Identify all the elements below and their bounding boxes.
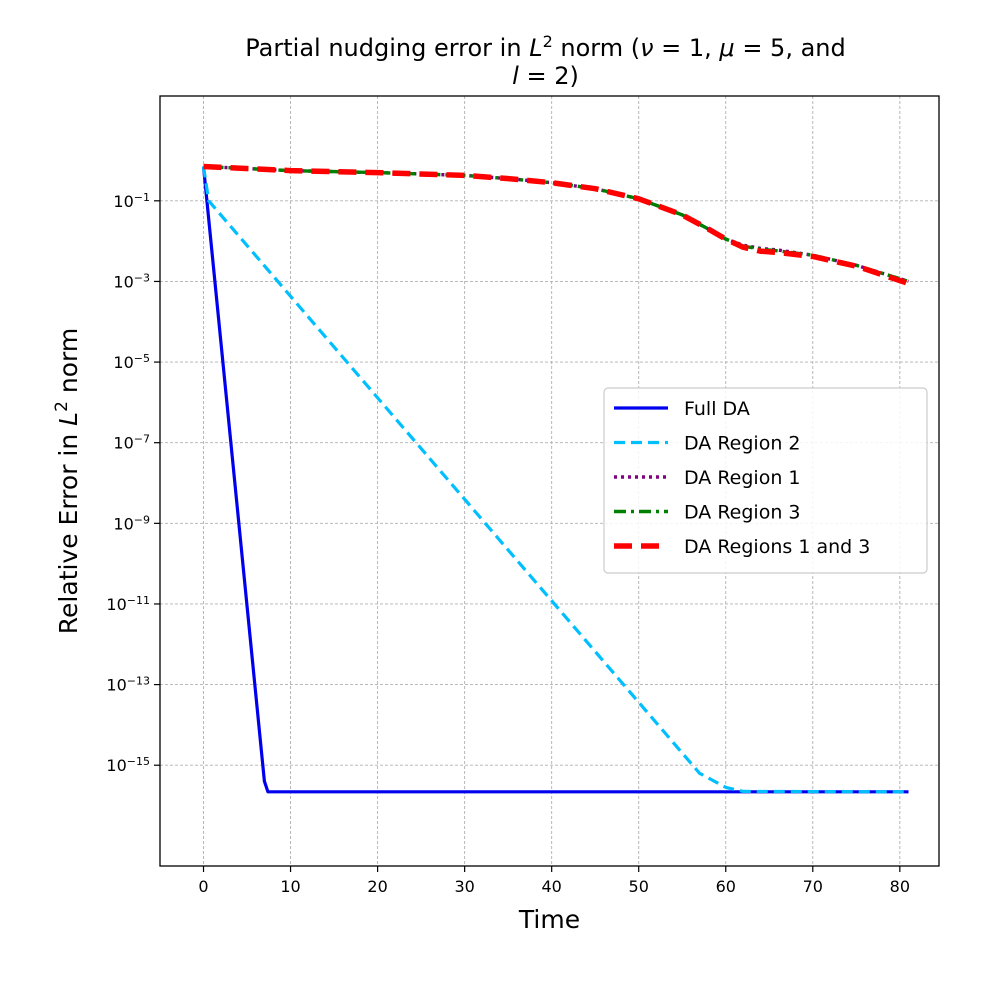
y-axis-label: Relative Error in L2 norm (52, 328, 83, 634)
series-line-2 (201, 166, 909, 794)
x-tick-label: 30 (454, 877, 474, 896)
y-tick-label: 10−9 (113, 513, 150, 534)
x-tick-label: 60 (716, 877, 736, 896)
plot-series (201, 163, 910, 794)
y-tick-label: 10−5 (113, 352, 150, 373)
plot-frame (159, 95, 940, 867)
x-tick-label: 10 (280, 877, 300, 896)
chart-title: Partial nudging error in L2 norm (ν = 1,… (245, 32, 845, 91)
x-tick-label: 40 (541, 877, 561, 896)
legend-box (603, 387, 928, 574)
y-tick-label: 10−11 (106, 593, 150, 614)
legend-label-1: Full DA (684, 398, 750, 420)
y-tick-label: 10−13 (106, 674, 150, 695)
legend-label-3: DA Region 1 (684, 467, 801, 489)
x-tick-label: 20 (367, 877, 387, 896)
y-tick-label: 10−3 (113, 271, 150, 292)
x-tick-label: 50 (629, 877, 649, 896)
x-axis-ticks: 0 10 20 30 40 50 60 70 80 (198, 866, 910, 896)
x-axis-label: Time (518, 905, 580, 934)
y-axis-ticks: 10−1 10−3 10−5 10−7 10−9 10−11 10−13 10−15 (106, 190, 160, 775)
x-tick-label: 80 (890, 877, 910, 896)
legend-label-2: DA Region 2 (684, 433, 801, 455)
series-line-5 (203, 163, 910, 287)
legend-label-5: DA Regions 1 and 3 (684, 536, 870, 558)
y-tick-label: 10−15 (106, 755, 150, 776)
legend: Full DA DA Region 2 DA Region 1 DA Region 3… (603, 387, 928, 574)
y-tick-label: 10−7 (113, 432, 150, 453)
x-tick-label: 0 (198, 877, 208, 896)
legend-label-4: DA Region 3 (684, 502, 801, 524)
x-tick-label: 70 (803, 877, 823, 896)
y-tick-label: 10−1 (113, 190, 150, 211)
series-line-1 (201, 166, 909, 794)
